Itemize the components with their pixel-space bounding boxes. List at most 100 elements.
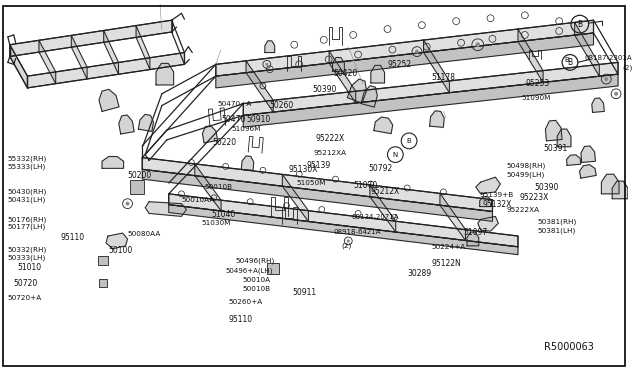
Polygon shape: [145, 202, 186, 217]
Polygon shape: [99, 89, 119, 112]
Polygon shape: [216, 33, 593, 88]
Bar: [131, 180, 144, 194]
Bar: [98, 256, 108, 266]
Polygon shape: [477, 217, 499, 231]
Text: 50431(LH): 50431(LH): [8, 196, 46, 203]
Text: 55333(LH): 55333(LH): [8, 163, 46, 170]
Text: 95212XA: 95212XA: [314, 150, 347, 155]
Text: 50100: 50100: [108, 246, 132, 255]
Polygon shape: [348, 79, 367, 103]
Text: 51070: 51070: [353, 180, 378, 189]
Text: 50496(RH): 50496(RH): [236, 257, 275, 264]
Text: 95130X: 95130X: [289, 165, 318, 174]
Circle shape: [604, 77, 608, 81]
Polygon shape: [282, 174, 308, 221]
Text: 50470+A: 50470+A: [218, 100, 252, 107]
Text: B: B: [406, 138, 412, 144]
Polygon shape: [10, 45, 28, 88]
Circle shape: [265, 63, 268, 66]
Text: (2): (2): [341, 243, 351, 249]
Polygon shape: [156, 63, 173, 85]
Text: 50496+A(LH): 50496+A(LH): [226, 267, 273, 274]
Text: 08187-2301A: 08187-2301A: [585, 55, 632, 61]
Text: 50430(RH): 50430(RH): [8, 189, 47, 195]
Text: 50010B: 50010B: [243, 286, 271, 292]
Polygon shape: [71, 35, 87, 79]
Text: 50220: 50220: [212, 138, 236, 147]
Polygon shape: [10, 20, 172, 57]
Polygon shape: [265, 41, 275, 52]
Text: 55332(RH): 55332(RH): [8, 155, 47, 162]
Polygon shape: [142, 158, 492, 212]
Polygon shape: [136, 26, 150, 70]
Text: 95223X: 95223X: [520, 193, 549, 202]
Text: 50010B: 50010B: [204, 184, 232, 190]
Polygon shape: [592, 98, 604, 112]
Text: 50499(LH): 50499(LH): [506, 172, 545, 179]
Text: 08918-6421A: 08918-6421A: [333, 229, 381, 235]
Circle shape: [476, 42, 480, 47]
Bar: [267, 263, 278, 274]
Polygon shape: [241, 156, 254, 170]
Text: 50470: 50470: [221, 115, 246, 124]
Text: 50010A: 50010A: [243, 277, 271, 283]
Polygon shape: [195, 164, 221, 211]
Polygon shape: [545, 121, 562, 141]
Polygon shape: [575, 22, 599, 76]
Polygon shape: [202, 126, 218, 143]
Polygon shape: [106, 233, 127, 249]
Text: 95110: 95110: [61, 232, 85, 241]
Circle shape: [415, 49, 419, 54]
Polygon shape: [557, 129, 571, 147]
Text: 50391: 50391: [543, 144, 568, 153]
Text: 30289: 30289: [407, 269, 431, 278]
Polygon shape: [429, 111, 444, 127]
Text: 95122N: 95122N: [431, 259, 461, 268]
Circle shape: [347, 239, 350, 243]
Text: 51178: 51178: [431, 73, 456, 81]
Text: 50381(RH): 50381(RH): [538, 218, 577, 225]
Text: B: B: [568, 58, 573, 67]
Text: 51040: 51040: [211, 210, 235, 219]
Polygon shape: [518, 29, 543, 83]
Text: 50260+A: 50260+A: [228, 299, 263, 305]
Text: 50224+A: 50224+A: [431, 244, 466, 250]
Polygon shape: [169, 194, 518, 247]
Text: 50390: 50390: [312, 85, 337, 94]
Text: 50792: 50792: [368, 164, 392, 173]
Text: 50260: 50260: [270, 101, 294, 110]
Polygon shape: [440, 193, 465, 240]
Polygon shape: [333, 58, 344, 71]
Polygon shape: [246, 61, 273, 112]
Polygon shape: [361, 86, 378, 107]
Polygon shape: [142, 169, 492, 221]
Polygon shape: [467, 232, 479, 246]
Text: R5000063: R5000063: [545, 342, 595, 352]
Bar: [99, 279, 107, 287]
Text: 50498(RH): 50498(RH): [506, 162, 545, 169]
Polygon shape: [138, 114, 154, 131]
Text: 51030M: 51030M: [201, 220, 230, 226]
Polygon shape: [243, 74, 618, 127]
Text: 50381(LH): 50381(LH): [538, 228, 576, 234]
Text: 51097: 51097: [463, 228, 487, 237]
Polygon shape: [581, 146, 595, 163]
Polygon shape: [102, 157, 124, 169]
Polygon shape: [370, 185, 396, 232]
Polygon shape: [480, 197, 492, 206]
Text: 50720+A: 50720+A: [8, 295, 42, 301]
Polygon shape: [476, 177, 500, 194]
Circle shape: [125, 202, 129, 206]
Text: 51096M: 51096M: [232, 126, 261, 132]
Polygon shape: [243, 62, 618, 115]
Polygon shape: [216, 20, 593, 76]
Polygon shape: [424, 40, 449, 93]
Polygon shape: [28, 52, 184, 88]
Text: N: N: [393, 152, 398, 158]
Text: 95212X: 95212X: [371, 187, 400, 196]
Polygon shape: [169, 205, 518, 255]
Text: 50390: 50390: [534, 183, 559, 192]
Text: 50911: 50911: [292, 288, 316, 298]
Polygon shape: [612, 181, 628, 199]
Text: 95110: 95110: [228, 315, 253, 324]
